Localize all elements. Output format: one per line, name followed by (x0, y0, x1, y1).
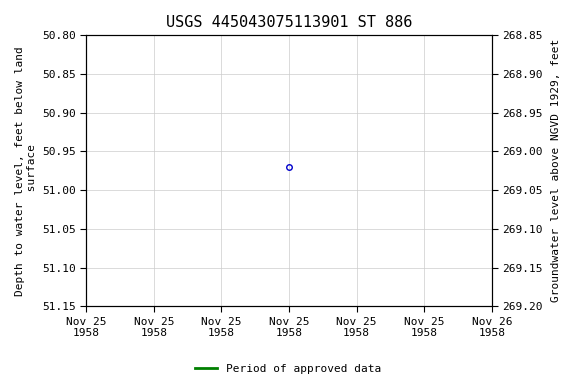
Legend: Period of approved data: Period of approved data (191, 359, 385, 379)
Y-axis label: Groundwater level above NGVD 1929, feet: Groundwater level above NGVD 1929, feet (551, 39, 561, 303)
Y-axis label: Depth to water level, feet below land
 surface: Depth to water level, feet below land su… (15, 46, 37, 296)
Title: USGS 445043075113901 ST 886: USGS 445043075113901 ST 886 (166, 15, 412, 30)
